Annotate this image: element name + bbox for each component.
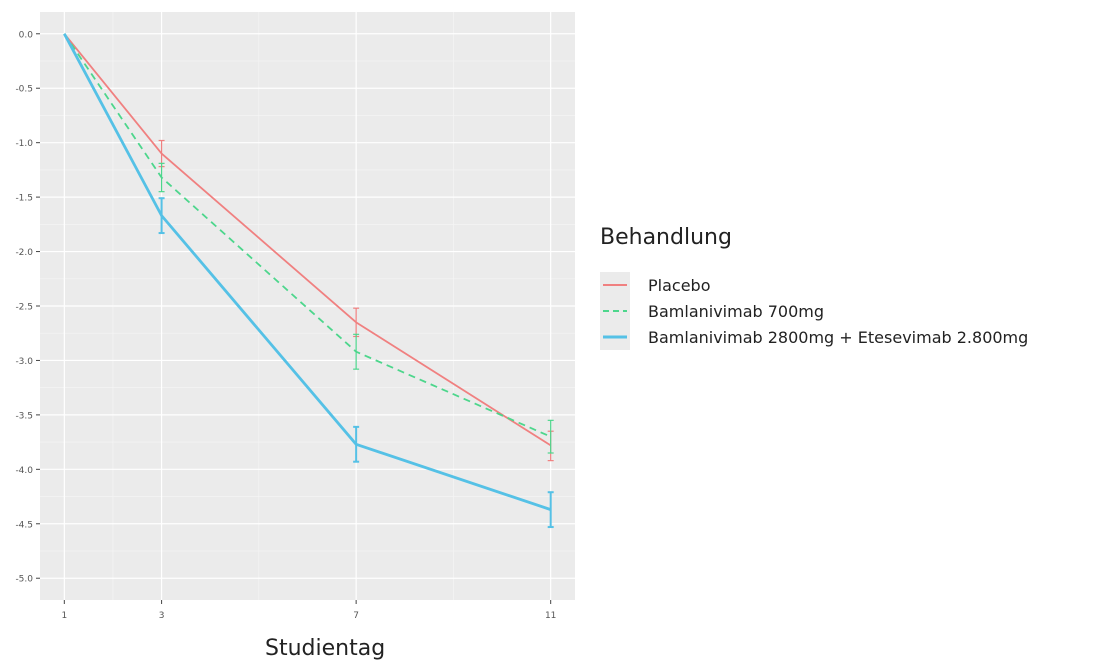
error-bars <box>158 139 554 529</box>
y-tick-label: 0.0 <box>19 30 34 40</box>
y-tick-label: -1.5 <box>15 194 33 204</box>
legend: Behandlung Placebo Bamlanivimab 700mg Ba… <box>600 225 1028 350</box>
x-axis-ticks: 1 3 7 11 <box>61 600 556 621</box>
y-tick-label: -4.0 <box>15 466 33 476</box>
x-tick-label: 3 <box>159 611 165 621</box>
y-tick-label: -1.0 <box>15 139 33 149</box>
series-line-2 <box>63 33 552 511</box>
y-tick-label: -0.5 <box>15 85 33 95</box>
y-tick-label: -4.5 <box>15 520 33 530</box>
y-tick-label: -2.0 <box>15 248 33 258</box>
y-tick-label: -5.0 <box>15 575 33 585</box>
x-tick-label: 7 <box>353 611 359 621</box>
x-tick-label: 11 <box>545 611 556 621</box>
legend-key-bamlanivimab-etesevimab <box>600 324 630 350</box>
y-axis-ticks: 0.0 -0.5 -1.0 -1.5 -2.0 -2.5 -3.0 -3.5 -4.0 -4.5 -… <box>15 30 40 585</box>
legend-label-bamlanivimab-700: Bamlanivimab 700mg <box>648 301 825 321</box>
major-gridlines <box>40 12 575 600</box>
legend-entry-placebo: Placebo <box>600 272 1028 298</box>
legend-key-bamlanivimab-700 <box>600 298 630 324</box>
legend-label-bamlanivimab-etesevimab: Bamlanivimab 2800mg + Etesevimab 2.800mg <box>648 327 1029 347</box>
x-tick-label: 1 <box>61 611 67 621</box>
legend-label-placebo: Placebo <box>648 275 711 295</box>
y-tick-label: -3.0 <box>15 357 33 367</box>
legend-key-placebo <box>600 272 630 298</box>
x-axis-label: Studientag <box>265 636 386 661</box>
legend-entry-bamlanivimab-etesevimab: Bamlanivimab 2800mg + Etesevimab 2.800mg <box>600 324 1028 350</box>
series-line-0 <box>63 33 552 447</box>
legend-entry-bamlanivimab-700: Bamlanivimab 700mg <box>600 298 1028 324</box>
y-tick-label: -3.5 <box>15 411 33 421</box>
series-lines <box>63 33 552 511</box>
legend-title: Behandlung <box>600 225 732 250</box>
series-line-1 <box>63 33 552 438</box>
y-tick-label: -2.5 <box>15 303 33 313</box>
